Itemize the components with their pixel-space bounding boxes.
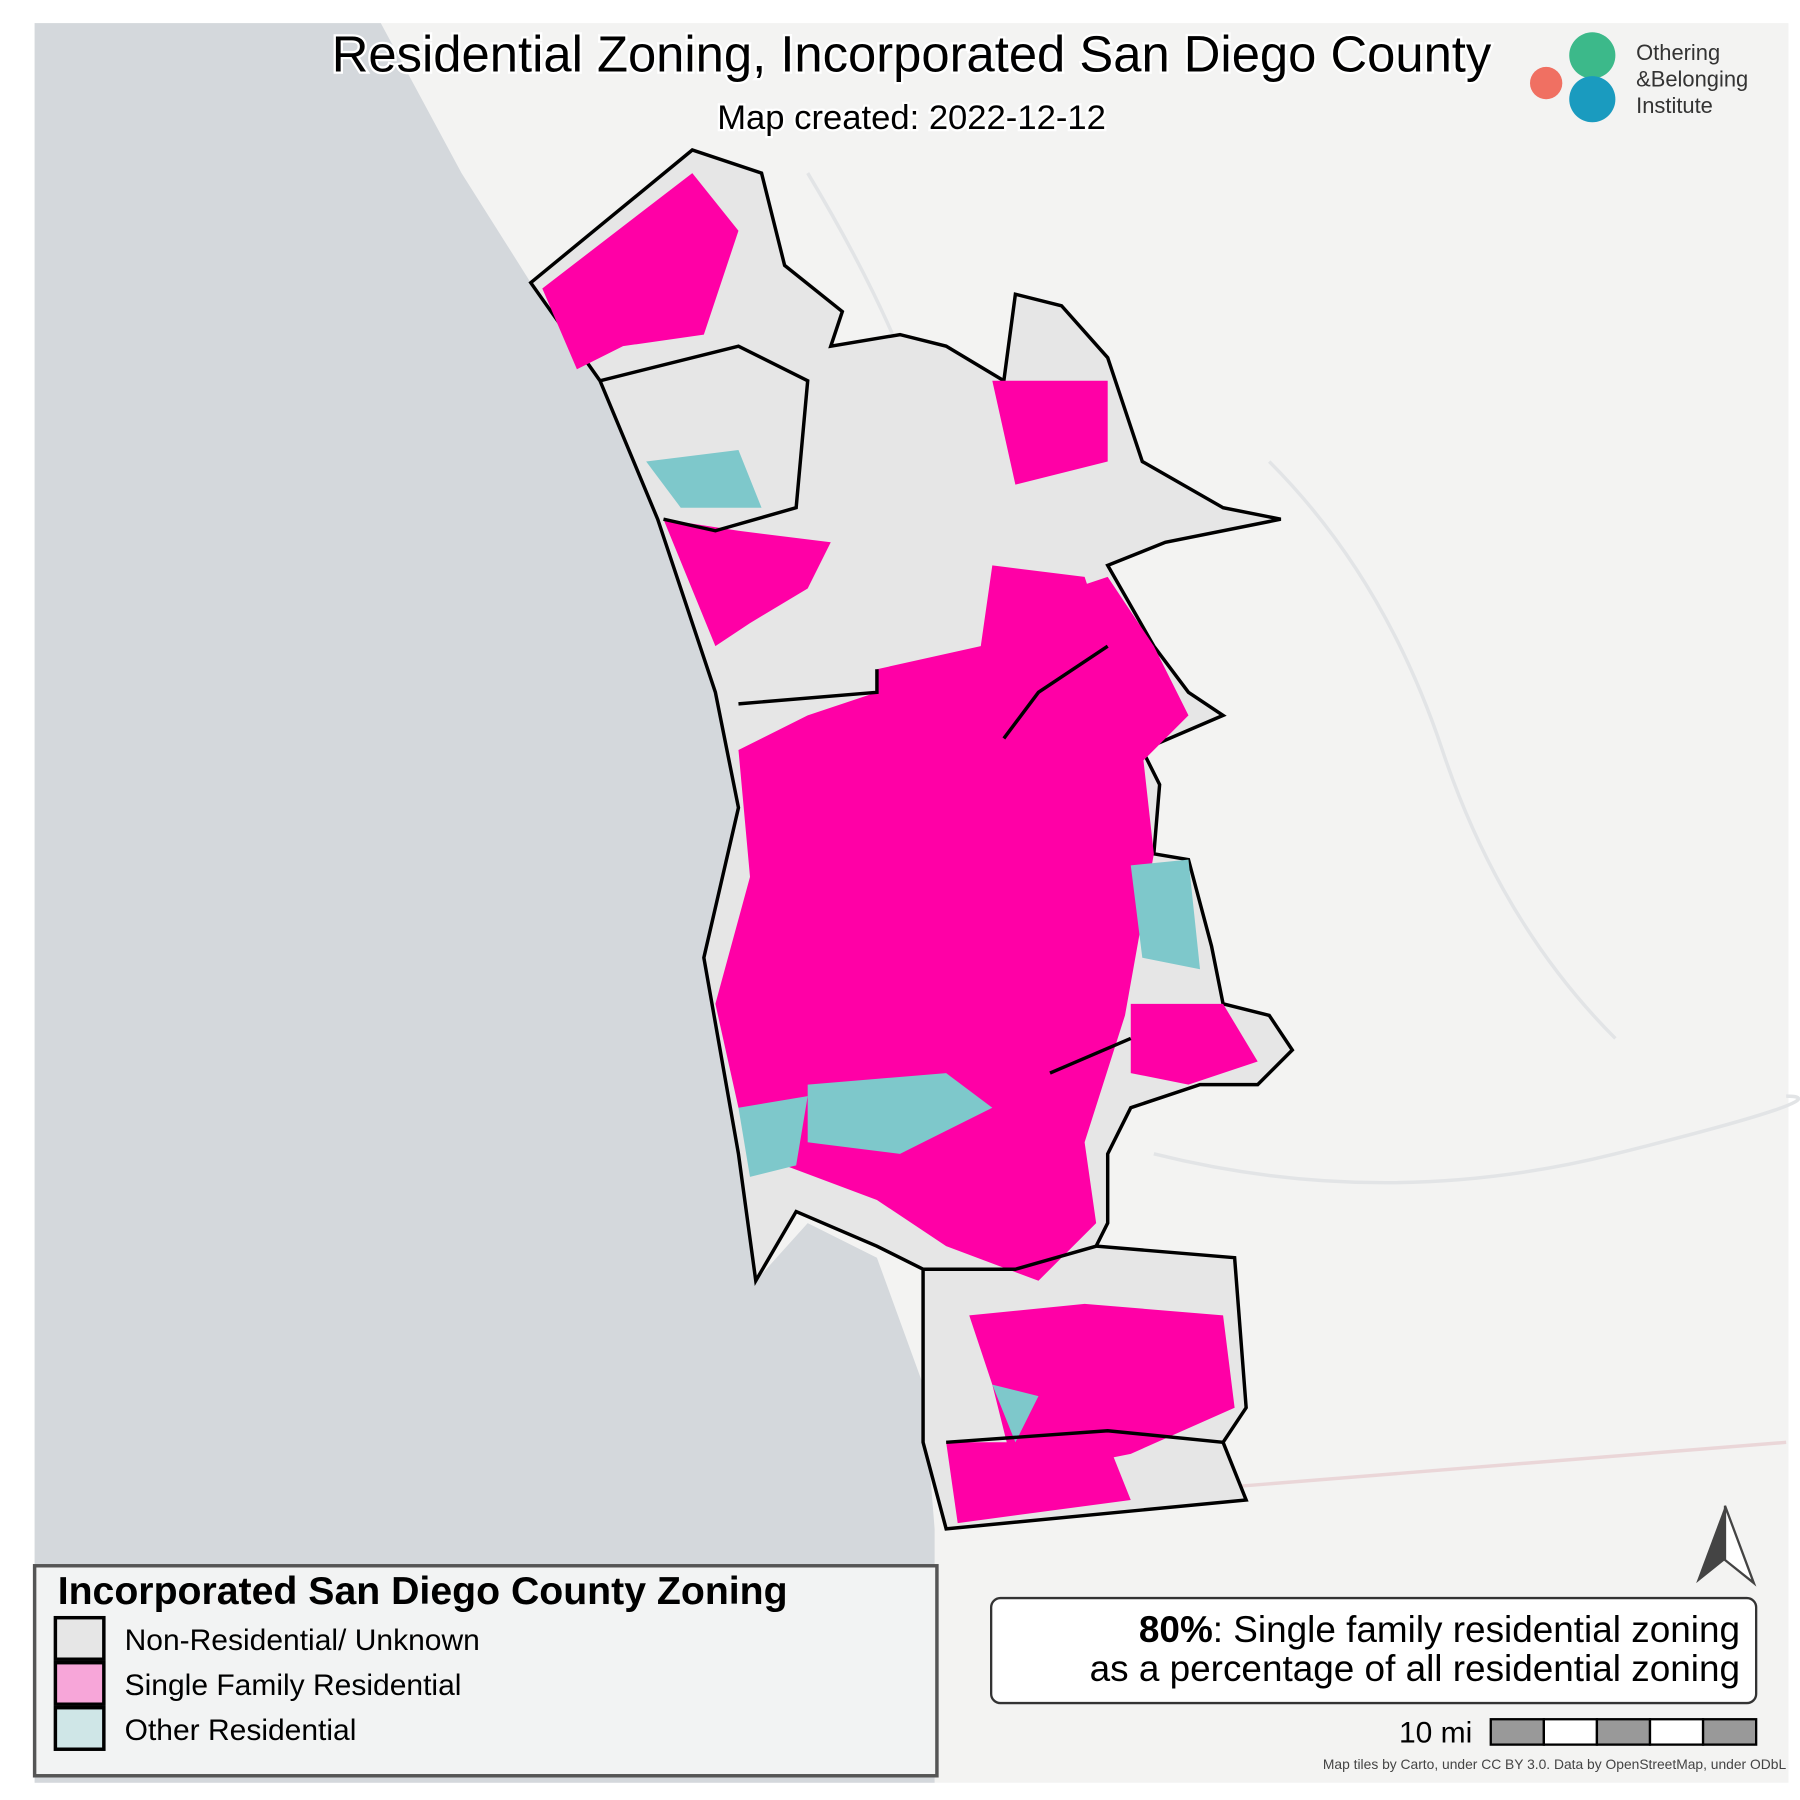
logo-text: Institute bbox=[1636, 93, 1713, 118]
stat-line: 80%: Single family residential zoning bbox=[1139, 1609, 1740, 1650]
attribution: Map tiles by Carto, under CC BY 3.0. Dat… bbox=[1323, 1756, 1787, 1772]
legend-item: Other Residential bbox=[125, 1714, 357, 1747]
legend-item: Single Family Residential bbox=[125, 1669, 462, 1702]
other-residential-areas bbox=[646, 450, 1200, 1443]
title: Residential Zoning, Incorporated San Die… bbox=[332, 26, 1492, 83]
stat-percent: 80% bbox=[1139, 1609, 1213, 1650]
legend-item: Non-Residential/ Unknown bbox=[125, 1624, 480, 1657]
stat-line: as a percentage of all residential zonin… bbox=[1090, 1648, 1740, 1689]
scale-label: 10 mi bbox=[1399, 1716, 1472, 1749]
subtitle: Map created: 2022-12-12 bbox=[717, 99, 1106, 137]
logo-text: Othering bbox=[1636, 40, 1720, 65]
stat-box: 80%: Single family residential zoning as… bbox=[989, 1596, 1758, 1705]
stat-text: : Single family residential zoning bbox=[1213, 1609, 1740, 1650]
city-boundaries bbox=[599, 344, 1224, 1445]
ocean bbox=[34, 23, 935, 1783]
logo-text: &Belonging bbox=[1636, 67, 1748, 92]
scale-bar bbox=[1489, 1718, 1758, 1746]
north-arrow bbox=[1696, 1505, 1757, 1587]
legend: Incorporated San Diego County Zoning Non… bbox=[32, 1564, 939, 1778]
legend-title: Incorporated San Diego County Zoning bbox=[58, 1569, 788, 1613]
logo: Othering &Belonging Institute bbox=[1530, 32, 1748, 123]
